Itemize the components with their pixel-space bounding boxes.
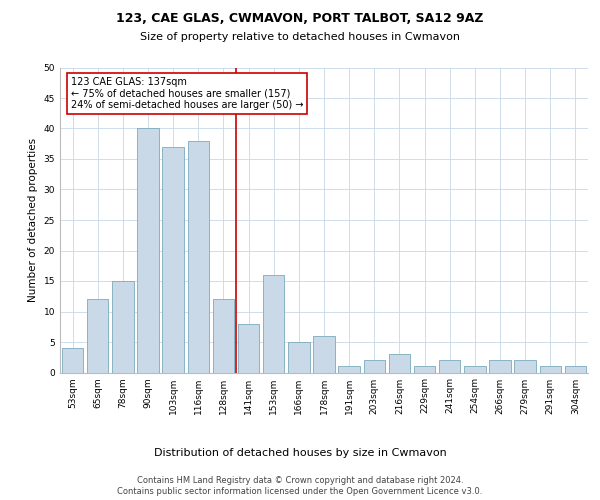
Bar — [490, 360, 511, 372]
Bar — [565, 366, 586, 372]
Bar — [288, 342, 310, 372]
Text: 123 CAE GLAS: 137sqm
← 75% of detached houses are smaller (157)
24% of semi-deta: 123 CAE GLAS: 137sqm ← 75% of detached h… — [71, 76, 303, 110]
Bar — [263, 275, 284, 372]
Bar — [338, 366, 360, 372]
Bar — [213, 300, 234, 372]
Bar — [313, 336, 335, 372]
Bar — [514, 360, 536, 372]
Bar — [87, 300, 109, 372]
Bar — [238, 324, 259, 372]
Bar — [112, 281, 134, 372]
Text: Contains public sector information licensed under the Open Government Licence v3: Contains public sector information licen… — [118, 487, 482, 496]
Bar — [163, 147, 184, 372]
Bar — [62, 348, 83, 372]
Text: 123, CAE GLAS, CWMAVON, PORT TALBOT, SA12 9AZ: 123, CAE GLAS, CWMAVON, PORT TALBOT, SA1… — [116, 12, 484, 26]
Text: Size of property relative to detached houses in Cwmavon: Size of property relative to detached ho… — [140, 32, 460, 42]
Y-axis label: Number of detached properties: Number of detached properties — [28, 138, 38, 302]
Bar — [389, 354, 410, 372]
Bar — [414, 366, 435, 372]
Bar — [137, 128, 158, 372]
Text: Contains HM Land Registry data © Crown copyright and database right 2024.: Contains HM Land Registry data © Crown c… — [137, 476, 463, 485]
Bar — [364, 360, 385, 372]
Bar — [188, 140, 209, 372]
Bar — [464, 366, 485, 372]
Text: Distribution of detached houses by size in Cwmavon: Distribution of detached houses by size … — [154, 448, 446, 458]
Bar — [539, 366, 561, 372]
Bar — [439, 360, 460, 372]
